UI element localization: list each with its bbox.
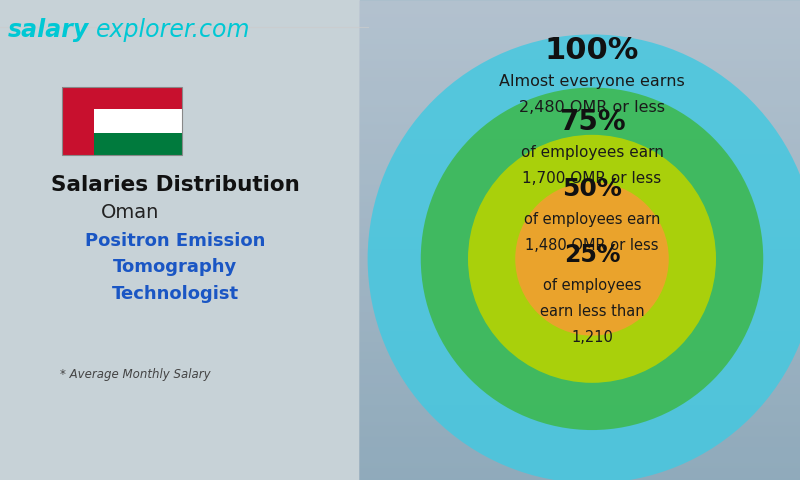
Text: 1,700 OMR or less: 1,700 OMR or less bbox=[522, 171, 662, 186]
Bar bbox=[94, 87, 182, 109]
Bar bbox=[94, 109, 182, 132]
Text: 100%: 100% bbox=[545, 36, 639, 65]
Bar bbox=[94, 132, 182, 155]
Text: Positron Emission
Tomography
Technologist: Positron Emission Tomography Technologis… bbox=[85, 232, 265, 303]
Text: salary: salary bbox=[8, 18, 90, 42]
Text: Salaries Distribution: Salaries Distribution bbox=[50, 175, 299, 195]
Circle shape bbox=[421, 87, 763, 430]
Text: Almost everyone earns: Almost everyone earns bbox=[499, 74, 685, 89]
Circle shape bbox=[468, 135, 716, 383]
Text: of employees earn: of employees earn bbox=[524, 212, 660, 228]
Text: of employees: of employees bbox=[542, 278, 642, 293]
Text: 2,480 OMR or less: 2,480 OMR or less bbox=[519, 100, 665, 115]
Text: 75%: 75% bbox=[558, 108, 626, 136]
Bar bbox=[62, 87, 182, 155]
Bar bbox=[360, 0, 800, 480]
Text: Oman: Oman bbox=[101, 203, 159, 222]
Circle shape bbox=[368, 35, 800, 480]
Text: of employees earn: of employees earn bbox=[521, 145, 663, 160]
Text: 50%: 50% bbox=[562, 177, 622, 201]
Text: explorer.com: explorer.com bbox=[96, 18, 250, 42]
Bar bbox=[0, 0, 360, 480]
Circle shape bbox=[515, 182, 669, 336]
Text: * Average Monthly Salary: * Average Monthly Salary bbox=[60, 368, 210, 381]
Bar bbox=[62, 87, 94, 155]
Text: 1,480 OMR or less: 1,480 OMR or less bbox=[526, 239, 658, 253]
Text: 1,210: 1,210 bbox=[571, 330, 613, 346]
Text: 25%: 25% bbox=[564, 243, 620, 267]
Text: earn less than: earn less than bbox=[540, 304, 644, 320]
